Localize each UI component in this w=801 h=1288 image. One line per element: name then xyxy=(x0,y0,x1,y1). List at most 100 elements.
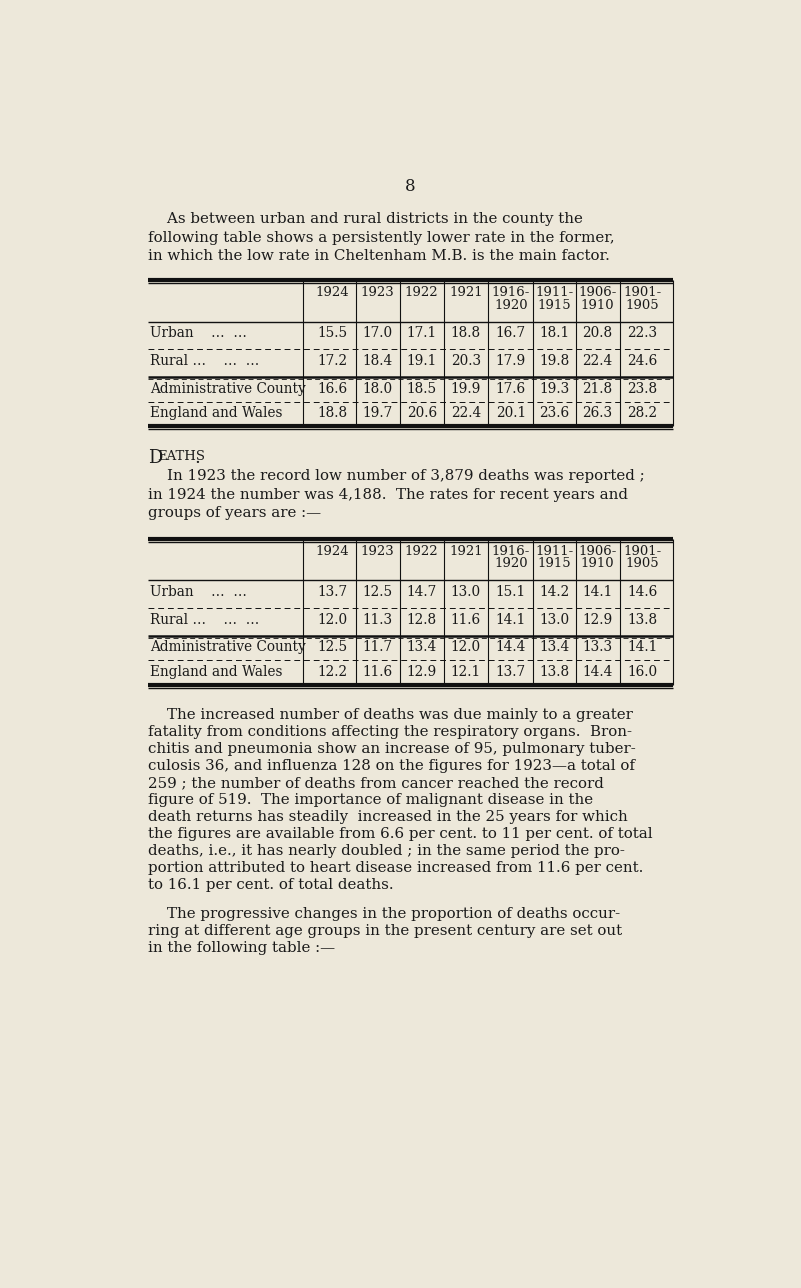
Text: portion attributed to heart disease increased from 11.6 per cent.: portion attributed to heart disease incr… xyxy=(148,860,643,875)
Text: Rural …    …  …: Rural … … … xyxy=(151,613,260,627)
Text: 23.6: 23.6 xyxy=(539,406,570,420)
Text: in which the low rate in Cheltenham M.B. is the main factor.: in which the low rate in Cheltenham M.B.… xyxy=(148,250,610,263)
Text: 17.6: 17.6 xyxy=(496,381,526,395)
Text: 19.3: 19.3 xyxy=(539,381,570,395)
Text: to 16.1 per cent. of total deaths.: to 16.1 per cent. of total deaths. xyxy=(148,877,394,891)
Text: 11.3: 11.3 xyxy=(363,613,392,627)
Text: EATHS: EATHS xyxy=(158,451,206,464)
Text: 1916-: 1916- xyxy=(492,286,530,299)
Text: in the following table :—: in the following table :— xyxy=(148,940,336,954)
Text: groups of years are :—: groups of years are :— xyxy=(148,506,321,520)
Text: 13.8: 13.8 xyxy=(539,665,570,679)
Text: 28.2: 28.2 xyxy=(627,406,658,420)
Text: 18.0: 18.0 xyxy=(363,381,392,395)
Text: 16.7: 16.7 xyxy=(496,326,526,340)
Text: 18.8: 18.8 xyxy=(317,406,348,420)
Text: 14.4: 14.4 xyxy=(582,665,613,679)
Text: 13.8: 13.8 xyxy=(627,613,658,627)
Text: 15.5: 15.5 xyxy=(317,326,348,340)
Text: 11.6: 11.6 xyxy=(451,613,481,627)
Text: 22.4: 22.4 xyxy=(451,406,481,420)
Text: 13.4: 13.4 xyxy=(539,640,570,654)
Text: 1911-: 1911- xyxy=(535,545,574,558)
Text: 21.8: 21.8 xyxy=(582,381,613,395)
Text: 1915: 1915 xyxy=(537,299,571,312)
Text: The progressive changes in the proportion of deaths occur-: The progressive changes in the proportio… xyxy=(148,907,620,921)
Text: following table shows a persistently lower​ rate in the former,: following table shows a persistently low… xyxy=(148,231,615,245)
Text: 16.6: 16.6 xyxy=(317,381,348,395)
Text: 12.9: 12.9 xyxy=(582,613,613,627)
Text: 14.4: 14.4 xyxy=(496,640,526,654)
Text: 1905: 1905 xyxy=(626,558,659,571)
Text: 17.9: 17.9 xyxy=(496,354,526,368)
Text: 1906-: 1906- xyxy=(578,545,617,558)
Text: 1910: 1910 xyxy=(581,558,614,571)
Text: 23.8: 23.8 xyxy=(627,381,658,395)
Text: 1915: 1915 xyxy=(537,558,571,571)
Text: 24.6: 24.6 xyxy=(627,354,658,368)
Text: 1905: 1905 xyxy=(626,299,659,312)
Text: 26.3: 26.3 xyxy=(582,406,613,420)
Text: 15.1: 15.1 xyxy=(496,585,526,599)
Text: Rural …    …  …: Rural … … … xyxy=(151,354,260,368)
Text: .: . xyxy=(195,450,200,468)
Text: figure of 519.  The importance of malignant disease in the: figure of 519. The importance of maligna… xyxy=(148,793,594,806)
Text: 18.5: 18.5 xyxy=(407,381,437,395)
Text: 1921: 1921 xyxy=(449,545,483,558)
Text: ring at different age groups in the present century are set out: ring at different age groups in the pres… xyxy=(148,923,622,938)
Text: culosis 36, and influenza 128 on the figures for 1923—a total of: culosis 36, and influenza 128 on the fig… xyxy=(148,759,635,773)
Text: 22.3: 22.3 xyxy=(627,326,658,340)
Text: The increased number of deaths was due mainly to a greater: The increased number of deaths was due m… xyxy=(148,708,633,723)
Text: 1911-: 1911- xyxy=(535,286,574,299)
Text: deaths, i.e., it has nearly doubled ; in the same period the pro-: deaths, i.e., it has nearly doubled ; in… xyxy=(148,844,625,858)
Text: England and Wales: England and Wales xyxy=(151,406,283,420)
Text: 22.4: 22.4 xyxy=(582,354,613,368)
Text: 13.4: 13.4 xyxy=(407,640,437,654)
Text: As between urban and rural districts in the county the: As between urban and rural districts in … xyxy=(148,213,583,227)
Text: 1923: 1923 xyxy=(360,545,394,558)
Text: 1924: 1924 xyxy=(316,286,349,299)
Text: England and Wales: England and Wales xyxy=(151,665,283,679)
Text: 20.1: 20.1 xyxy=(496,406,526,420)
Text: 12.5: 12.5 xyxy=(363,585,392,599)
Text: 14.1: 14.1 xyxy=(496,613,526,627)
Text: 1901-: 1901- xyxy=(623,286,662,299)
Text: 11.7: 11.7 xyxy=(363,640,392,654)
Text: 19.9: 19.9 xyxy=(451,381,481,395)
Text: 12.8: 12.8 xyxy=(407,613,437,627)
Text: 1920: 1920 xyxy=(494,558,528,571)
Text: 11.6: 11.6 xyxy=(363,665,392,679)
Text: 14.6: 14.6 xyxy=(627,585,658,599)
Text: 1921: 1921 xyxy=(449,286,483,299)
Text: 20.6: 20.6 xyxy=(407,406,437,420)
Text: D: D xyxy=(148,450,163,468)
Text: 14.1: 14.1 xyxy=(582,585,613,599)
Text: 12.1: 12.1 xyxy=(451,665,481,679)
Text: 1922: 1922 xyxy=(405,286,439,299)
Text: 20.8: 20.8 xyxy=(582,326,613,340)
Text: 14.1: 14.1 xyxy=(627,640,658,654)
Text: Administrative County: Administrative County xyxy=(151,381,306,395)
Text: 1924: 1924 xyxy=(316,545,349,558)
Text: 17.1: 17.1 xyxy=(407,326,437,340)
Text: 13.7: 13.7 xyxy=(317,585,348,599)
Text: 18.1: 18.1 xyxy=(539,326,570,340)
Text: 1923: 1923 xyxy=(360,286,394,299)
Text: 1906-: 1906- xyxy=(578,286,617,299)
Text: Urban    …  …: Urban … … xyxy=(151,585,248,599)
Text: 12.0: 12.0 xyxy=(317,613,348,627)
Text: 12.9: 12.9 xyxy=(407,665,437,679)
Text: 19.8: 19.8 xyxy=(539,354,570,368)
Text: 14.2: 14.2 xyxy=(539,585,570,599)
Text: 259 ; the number of deaths from cancer reached the record: 259 ; the number of deaths from cancer r… xyxy=(148,775,604,790)
Text: 1916-: 1916- xyxy=(492,545,530,558)
Text: 13.0: 13.0 xyxy=(539,613,570,627)
Text: 1922: 1922 xyxy=(405,545,439,558)
Text: 16.0: 16.0 xyxy=(627,665,658,679)
Text: In 1923 the record low number of 3,879 deaths was reported ;: In 1923 the record low number of 3,879 d… xyxy=(148,470,645,483)
Text: death returns has steadily  increased in the 25 years for which: death returns has steadily increased in … xyxy=(148,810,628,824)
Text: 18.4: 18.4 xyxy=(362,354,392,368)
Text: 12.0: 12.0 xyxy=(451,640,481,654)
Text: 18.8: 18.8 xyxy=(451,326,481,340)
Text: Administrative County: Administrative County xyxy=(151,640,306,654)
